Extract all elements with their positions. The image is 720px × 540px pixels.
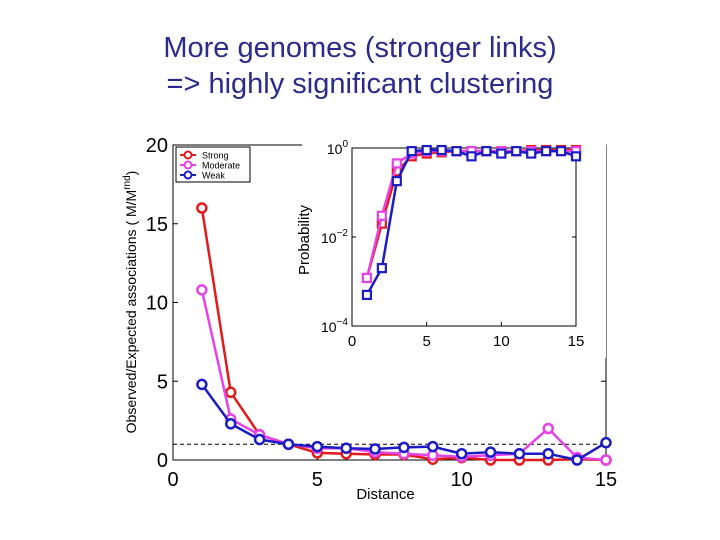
inset-point-weak (481, 146, 492, 157)
inset-plot-frame (351, 147, 577, 327)
inset-point-weak (391, 176, 402, 187)
x-tick-label: 0 (167, 469, 178, 491)
inset-x-tick-label: 0 (348, 333, 356, 350)
main-point-weak (369, 443, 381, 455)
inset-x-tick-label: 15 (568, 333, 585, 350)
main-point-weak (427, 440, 439, 453)
inset-point-weak (361, 289, 373, 300)
inset-point-weak (526, 148, 537, 159)
inset-point-weak (421, 144, 432, 156)
y-axis-label: Observed/Expected associations ( M/Mrnd) (122, 171, 139, 434)
legend-marker-weak (183, 170, 193, 180)
y-axis-label-main: Observed/Expected associations ( M/M (123, 190, 139, 434)
inset-x-tick-label: 10 (493, 333, 510, 350)
inset-y-tick-label: 10−4 (321, 317, 348, 335)
y-axis-label-superscript: rnd (122, 175, 133, 189)
inset-point-weak (436, 144, 447, 156)
inset-point-weak (511, 146, 522, 157)
main-point-weak (196, 378, 208, 391)
inset-y-tick-exponent: −2 (337, 228, 349, 239)
inset-point-weak (451, 146, 462, 157)
y-tick-label: 15 (146, 214, 168, 236)
inset-y-tick-base: 10 (327, 141, 343, 157)
y-axis-label-close: ) (123, 171, 139, 176)
main-point-strong (224, 386, 237, 399)
main-point-moderate (600, 454, 612, 466)
y-tick-label: 5 (157, 371, 168, 393)
y-tick-label: 0 (157, 450, 168, 472)
main-point-weak (311, 440, 324, 453)
legend-marker-strong (183, 150, 193, 160)
x-tick-label: 15 (595, 469, 617, 491)
legend-label-strong: Strong (202, 151, 229, 161)
main-point-weak (484, 446, 497, 458)
inset-y-tick-label: 10−2 (321, 228, 348, 246)
inset-y-tick-exponent: 0 (342, 139, 348, 150)
inset-point-weak (496, 148, 507, 159)
main-point-weak (571, 454, 583, 466)
main-point-weak (340, 442, 352, 454)
main-point-weak (253, 433, 266, 446)
inset-point-moderate (391, 158, 402, 169)
inset-point-weak (541, 146, 552, 157)
legend-marker-moderate (183, 160, 193, 170)
slide-title-line-1: More genomes (stronger links) (163, 32, 557, 64)
inset-y-tick-base: 10 (321, 230, 337, 246)
x-tick-label: 5 (312, 469, 323, 491)
inset-point-moderate (376, 210, 387, 221)
slide-title-line-2: => highly significant clustering (166, 68, 554, 100)
main-point-moderate (196, 284, 208, 296)
y-tick-label: 20 (146, 135, 168, 157)
y-tick-label: 10 (146, 293, 168, 315)
inset-point-weak (466, 151, 477, 162)
main-point-weak (282, 438, 295, 450)
main-point-moderate (542, 422, 555, 435)
inset-point-weak (555, 146, 567, 157)
inset-x-tick-label: 5 (422, 333, 430, 350)
inset-y-tick-base: 10 (321, 319, 337, 335)
main-point-strong (196, 202, 208, 214)
main-point-weak (398, 441, 410, 454)
inset-y-axis-label: Probability (296, 204, 313, 275)
slide-title: More genomes (stronger links) => highly … (0, 30, 720, 102)
main-point-weak (513, 447, 526, 460)
main-point-weak (455, 447, 468, 460)
inset-y-tick-label: 100 (327, 139, 349, 157)
main-point-weak (542, 447, 555, 460)
x-axis-label: Distance (356, 486, 414, 503)
legend-label-weak: Weak (202, 171, 225, 181)
main-point-weak (224, 418, 237, 430)
x-tick-label: 10 (451, 469, 473, 491)
inset-point-weak (570, 151, 582, 162)
legend-label-moderate: Moderate (202, 161, 240, 171)
inset-point-weak (376, 263, 387, 274)
main-point-weak (600, 436, 612, 449)
inset-point-moderate (361, 272, 373, 284)
inset-point-weak (406, 146, 417, 157)
inset-y-tick-exponent: −4 (337, 317, 349, 328)
